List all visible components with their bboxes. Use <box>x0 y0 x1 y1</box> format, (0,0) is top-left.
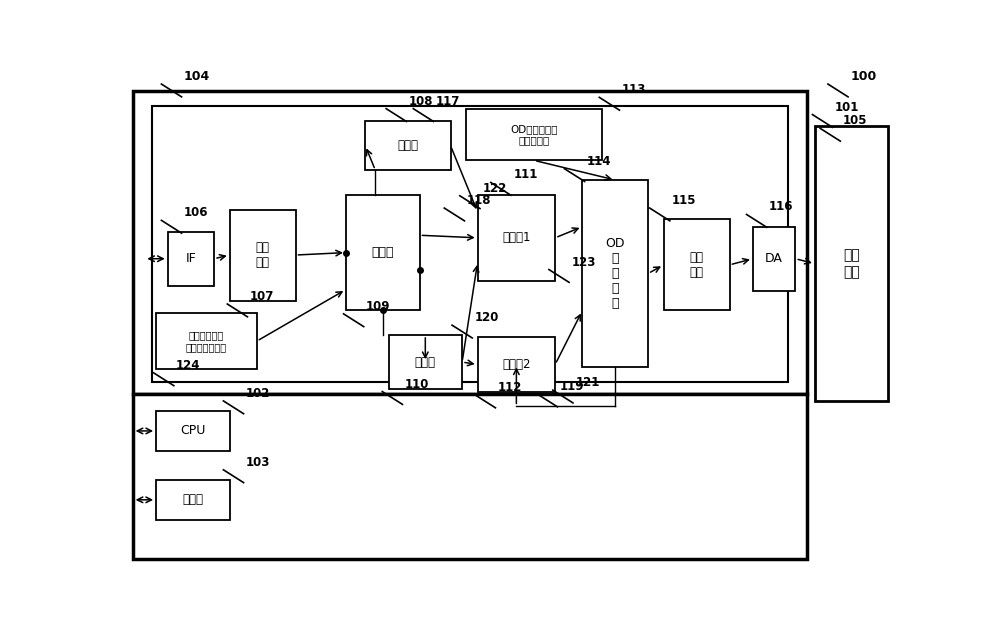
Text: 108: 108 <box>409 95 433 108</box>
Text: DA: DA <box>765 252 783 265</box>
Text: OD
运
算
电
路: OD 运 算 电 路 <box>605 237 625 310</box>
Text: 行存
储器: 行存 储器 <box>256 241 270 269</box>
Text: 124: 124 <box>176 359 201 372</box>
Text: 液晶
面板: 液晶 面板 <box>843 249 860 279</box>
Text: 105: 105 <box>843 114 867 127</box>
Bar <box>156 313 257 369</box>
Text: 扩展块2: 扩展块2 <box>502 358 531 371</box>
Bar <box>815 126 888 401</box>
Bar <box>478 337 555 392</box>
Text: 122: 122 <box>482 181 507 195</box>
Text: 116: 116 <box>769 201 794 213</box>
Bar <box>582 180 648 367</box>
Text: 114: 114 <box>587 155 611 167</box>
Text: 112: 112 <box>498 381 522 394</box>
Bar <box>753 227 795 291</box>
Bar <box>152 106 788 381</box>
Text: 量化系数变更
系数设定寄存器: 量化系数变更 系数设定寄存器 <box>186 330 227 352</box>
Text: 121: 121 <box>575 376 600 389</box>
Bar <box>133 91 807 394</box>
Bar <box>168 232 214 286</box>
Bar <box>466 109 602 160</box>
Text: 119: 119 <box>560 380 584 393</box>
Text: CPU: CPU <box>180 424 206 438</box>
Text: 107: 107 <box>250 290 274 303</box>
Text: 存储器: 存储器 <box>182 493 203 506</box>
Bar <box>478 195 555 281</box>
Text: 102: 102 <box>246 387 270 400</box>
Bar <box>230 210 296 300</box>
Text: 120: 120 <box>475 311 499 324</box>
Text: 113: 113 <box>622 83 646 96</box>
Bar <box>156 480 230 520</box>
Text: 缓存器: 缓存器 <box>397 139 418 152</box>
Bar <box>156 412 230 450</box>
Bar <box>365 121 450 170</box>
Text: 103: 103 <box>246 456 270 469</box>
Text: 行存
储器: 行存 储器 <box>690 251 704 279</box>
Text: 压缩块: 压缩块 <box>371 246 394 259</box>
Bar <box>346 195 420 311</box>
Text: 115: 115 <box>672 194 697 207</box>
Text: OD无效化系数
设定寄存器: OD无效化系数 设定寄存器 <box>510 124 558 145</box>
Bar <box>133 394 807 559</box>
Bar <box>388 335 462 389</box>
Text: 104: 104 <box>184 70 210 83</box>
Text: 110: 110 <box>405 378 429 390</box>
Text: 117: 117 <box>436 95 460 108</box>
Text: 118: 118 <box>467 194 491 207</box>
Bar <box>664 219 730 311</box>
Text: 101: 101 <box>835 100 859 114</box>
Text: 111: 111 <box>513 169 538 181</box>
Text: IF: IF <box>186 252 196 265</box>
Text: 109: 109 <box>366 300 391 313</box>
Text: 存储器: 存储器 <box>415 355 436 369</box>
Text: 100: 100 <box>850 70 877 83</box>
Text: 123: 123 <box>571 256 596 268</box>
Text: 106: 106 <box>184 206 208 219</box>
Text: 扩展块1: 扩展块1 <box>502 231 531 244</box>
